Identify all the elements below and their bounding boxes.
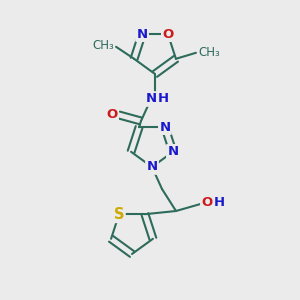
Text: O: O: [201, 196, 213, 209]
Text: N: N: [146, 92, 157, 106]
Text: N: N: [159, 121, 170, 134]
Text: H: H: [158, 92, 169, 106]
Text: O: O: [162, 28, 174, 41]
Text: O: O: [106, 109, 118, 122]
Text: CH₃: CH₃: [92, 39, 114, 52]
Text: H: H: [213, 196, 225, 209]
Text: CH₃: CH₃: [198, 46, 220, 59]
Text: S: S: [114, 207, 124, 222]
Text: N: N: [146, 160, 158, 173]
Text: N: N: [136, 28, 148, 41]
Text: N: N: [167, 145, 178, 158]
